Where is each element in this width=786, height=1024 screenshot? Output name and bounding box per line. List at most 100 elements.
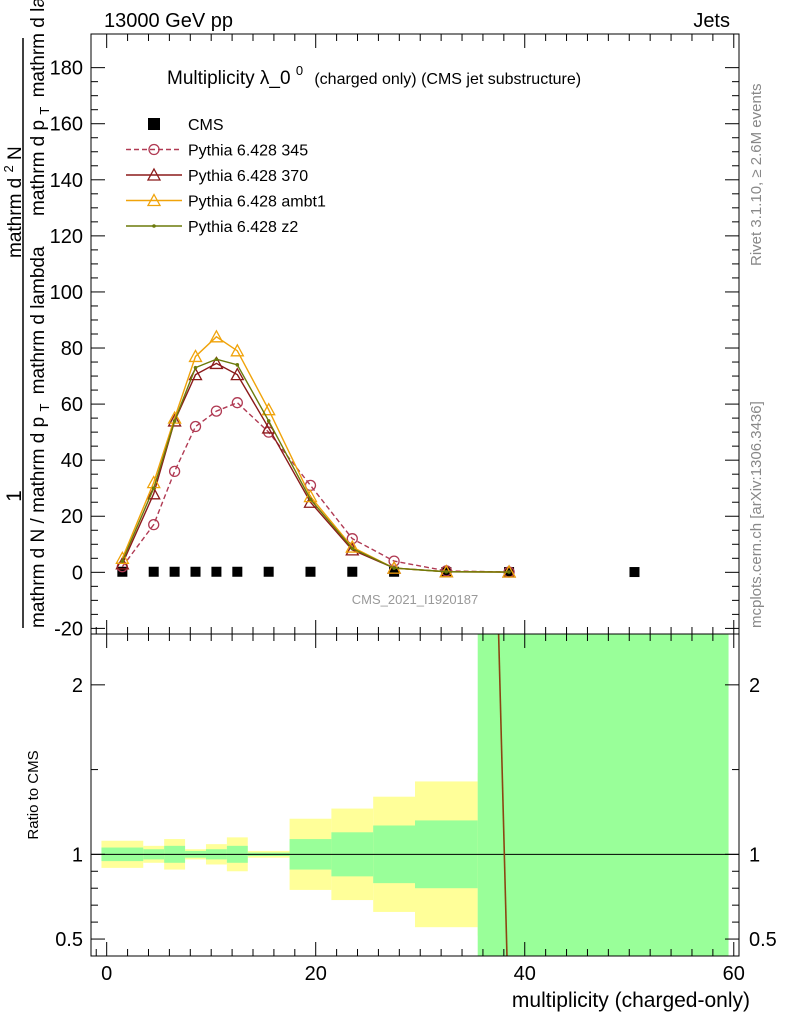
header-left: 13000 GeV pp xyxy=(104,10,233,32)
main-panel: -20 0 20 40 60 80 100 120 140 160 180 xyxy=(50,34,739,640)
ratio-mc-line xyxy=(497,633,508,957)
cms-data-point xyxy=(263,566,274,577)
cms-data-point xyxy=(190,566,201,577)
mc-marker-dot xyxy=(308,497,313,502)
main-ytick-label: -20 xyxy=(54,618,83,640)
ratio-xtick-label: 20 xyxy=(305,963,327,985)
legend-label: Pythia 6.428 345 xyxy=(188,143,308,160)
ratio-panel: 0.5 0.51 12 20 20 40 60 xyxy=(55,633,777,985)
ratio-ylabel: Ratio to CMS xyxy=(25,750,42,839)
legend-item: Pythia 6.428 ambt1 xyxy=(126,193,326,211)
series-line xyxy=(121,335,510,573)
main-title: Multiplicity λ_0 0 (charged only) (CMS j… xyxy=(167,59,581,89)
mc-marker-triangle xyxy=(230,367,245,381)
cms-data-point xyxy=(389,566,400,577)
ylabel-mid-suffix: mathrm d lambda xyxy=(28,0,49,97)
mc-marker-dot xyxy=(151,486,156,491)
mc-marker-circle xyxy=(388,555,400,567)
mc-marker-dot xyxy=(120,559,125,563)
ylabel-top-main: mathrm d xyxy=(5,178,26,258)
mc-marker-triangle xyxy=(146,167,162,181)
ratio-xtick-label: 40 xyxy=(514,963,536,985)
legend-item: CMS xyxy=(148,117,224,134)
ratio-xtick-label: 60 xyxy=(723,963,745,985)
ylabel-top-sup: 2 xyxy=(1,165,16,172)
header-right: Jets xyxy=(693,10,730,32)
mc-marker-dot xyxy=(193,365,198,370)
ratio-ytick-label: 1 xyxy=(72,844,83,866)
mc-marker-triangle xyxy=(387,560,402,574)
mc-marker-circle xyxy=(148,143,160,156)
mc-marker-dot xyxy=(214,357,219,362)
mc-marker-circle xyxy=(168,465,181,478)
main-ytick-label: 140 xyxy=(50,170,83,192)
ylabel-denominator: mathrm d N / mathrm d p T mathrm d lambd… xyxy=(28,246,54,628)
legend-label: Pythia 6.428 ambt1 xyxy=(188,194,326,211)
series-4 xyxy=(120,357,511,574)
ylabel-mid-main: mathrm d p xyxy=(28,120,49,216)
mc-marker-dot xyxy=(350,546,355,551)
legend-item: Pythia 6.428 345 xyxy=(126,143,308,160)
mc-marker-triangle xyxy=(261,402,276,416)
uncertainty-band-green xyxy=(477,634,729,956)
ratio-ytick-label: 2 xyxy=(72,675,83,697)
series-0 xyxy=(117,566,640,578)
rivet-label: Rivet 3.1.10, ≥ 2.6M events xyxy=(748,84,765,267)
legend: CMS Pythia 6.428 345 Pythia 6.428 370 Pythi… xyxy=(126,117,326,236)
ylabel-top: mathrm d 2 N xyxy=(0,146,26,258)
mc-marker-triangle xyxy=(188,349,203,363)
mc-marker-dot xyxy=(507,570,511,574)
mc-marker-dot xyxy=(172,419,177,423)
main-ytick-label: 160 xyxy=(50,114,83,136)
analysis-watermark: CMS_2021_I1920187 xyxy=(352,592,479,607)
cms-data-point xyxy=(629,567,640,578)
mc-marker-dot xyxy=(444,569,449,574)
mc-marker-dot xyxy=(392,566,396,570)
main-ytick-label: 20 xyxy=(61,506,83,528)
main-ytick-label: 60 xyxy=(61,394,83,416)
series-3 xyxy=(115,329,517,578)
legend-item: Pythia 6.428 z2 xyxy=(126,219,298,236)
mc-marker-triangle xyxy=(345,539,360,553)
cms-data-point xyxy=(211,566,222,577)
mc-marker-dot xyxy=(266,419,271,423)
main-ytick-label: 80 xyxy=(61,338,83,360)
cms-data-point xyxy=(347,566,358,577)
mc-marker-circle xyxy=(231,397,243,409)
mc-marker-triangle xyxy=(209,329,224,343)
mc-marker-triangle xyxy=(146,193,162,207)
mc-marker-circle xyxy=(148,519,160,531)
cms-data-point xyxy=(232,566,243,577)
main-ytick-label: 0 xyxy=(72,562,83,584)
main-title-suffix: (charged only) (CMS jet substructure) xyxy=(314,71,581,88)
legend-label: Pythia 6.428 370 xyxy=(188,168,308,185)
cms-data-point xyxy=(169,566,180,577)
ylabel-numerator: 1 xyxy=(3,490,26,502)
mc-marker-circle xyxy=(189,420,202,433)
ylabel-denominator-sub: T xyxy=(37,404,52,412)
legend-label: Pythia 6.428 z2 xyxy=(188,219,298,236)
legend-item: Pythia 6.428 370 xyxy=(126,167,308,185)
ratio-xlabel: multiplicity (charged-only) xyxy=(512,989,750,1012)
main-ytick-label: 120 xyxy=(50,226,83,248)
ratio-xtick-label: 0 xyxy=(101,963,112,985)
mc-marker-dot xyxy=(235,363,240,367)
ylabel-top-suffix: N xyxy=(5,146,26,160)
main-ytick-label: 40 xyxy=(61,450,83,472)
series-line xyxy=(121,358,510,573)
mc-marker-triangle xyxy=(230,343,245,357)
mc-marker-dot xyxy=(152,224,156,228)
main-ytick-label: 180 xyxy=(50,58,83,80)
main-title-text: Multiplicity λ_0 xyxy=(167,68,291,89)
mc-marker-triangle xyxy=(146,486,161,500)
ratio-ytick-label: 0.5 xyxy=(55,929,83,951)
cms-data-point xyxy=(148,566,159,577)
series-line xyxy=(121,362,510,573)
series-1 xyxy=(116,397,515,578)
mc-marker-triangle xyxy=(209,356,224,370)
mc-marker-triangle xyxy=(167,413,182,427)
ratio-ytick-label-right: 0.5 xyxy=(749,929,777,951)
cms-data-point xyxy=(305,566,316,577)
series-line xyxy=(121,401,510,573)
main-title-sup: 0 xyxy=(296,63,303,78)
